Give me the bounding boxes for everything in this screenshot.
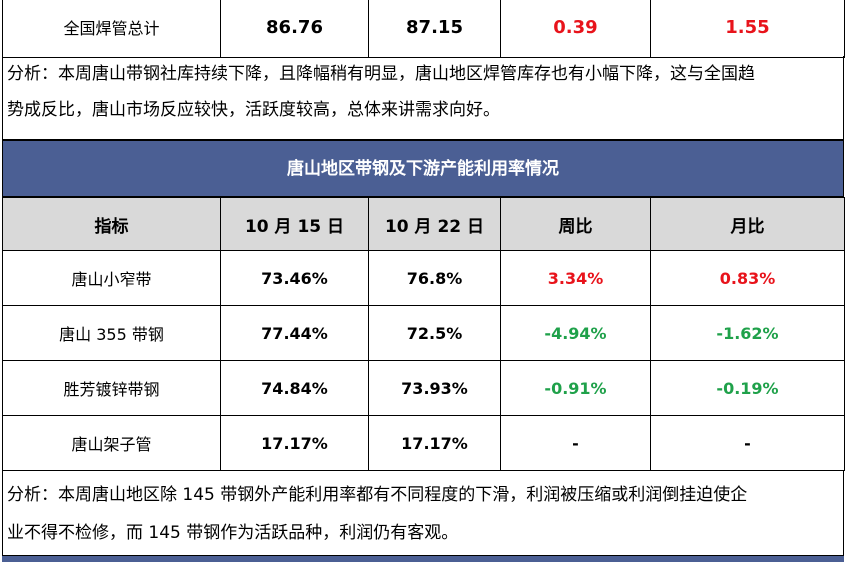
value-cell: 86.76 bbox=[220, 0, 369, 58]
weekly-change: 3.34% bbox=[500, 250, 651, 306]
value-cell: 74.84% bbox=[220, 360, 369, 416]
weekly-change: 0.39 bbox=[500, 0, 651, 58]
value-cell: 77.44% bbox=[220, 305, 369, 361]
weekly-change: - bbox=[500, 415, 651, 471]
analysis-line: 业不得不检修，而 145 带钢作为活跃品种，利润仍有客观。 bbox=[7, 523, 459, 543]
section-title: 唐山地区带钢及下游产能利用率情况 bbox=[2, 140, 844, 197]
column-header: 10 月 22 日 bbox=[368, 197, 501, 251]
value-cell: 76.8% bbox=[368, 250, 501, 306]
utilization-table: 指标 10 月 15 日 10 月 22 日 周比 月比 唐山小窄带 73.46… bbox=[2, 197, 845, 471]
column-header: 指标 bbox=[2, 197, 221, 251]
table-row: 胜芳镀锌带钢 74.84% 73.93% -0.91% -0.19% bbox=[2, 360, 845, 416]
table-row: 唐山小窄带 73.46% 76.8% 3.34% 0.83% bbox=[2, 250, 845, 306]
column-header: 周比 bbox=[500, 197, 651, 251]
monthly-change: -1.62% bbox=[650, 305, 845, 361]
analysis-line: 势成反比，唐山市场反应较快，活跃度较高，总体来讲需求向好。 bbox=[7, 100, 500, 120]
table-row: 唐山 355 带钢 77.44% 72.5% -4.94% -1.62% bbox=[2, 305, 845, 361]
value-cell: 17.17% bbox=[368, 415, 501, 471]
value-cell: 72.5% bbox=[368, 305, 501, 361]
analysis-line: 分析：本周唐山地区除 145 带钢外产能利用率都有不同程度的下滑，利润被压缩或利… bbox=[7, 485, 748, 505]
table-row: 全国焊管总计 86.76 87.15 0.39 1.55 bbox=[2, 0, 845, 58]
monthly-change: -0.19% bbox=[650, 360, 845, 416]
monthly-change: - bbox=[650, 415, 845, 471]
value-cell: 73.93% bbox=[368, 360, 501, 416]
row-label: 胜芳镀锌带钢 bbox=[2, 360, 221, 416]
analysis-paragraph: 分析：本周唐山带钢社库持续下降，且降幅稍有明显，唐山地区焊管库存也有小幅下降，这… bbox=[2, 56, 844, 140]
value-cell: 17.17% bbox=[220, 415, 369, 471]
analysis-line: 分析：本周唐山带钢社库持续下降，且降幅稍有明显，唐山地区焊管库存也有小幅下降，这… bbox=[7, 64, 755, 84]
weekly-change: -4.94% bbox=[500, 305, 651, 361]
analysis-paragraph: 分析：本周唐山地区除 145 带钢外产能利用率都有不同程度的下滑，利润被压缩或利… bbox=[2, 470, 844, 556]
monthly-change: 0.83% bbox=[650, 250, 845, 306]
weekly-change: -0.91% bbox=[500, 360, 651, 416]
monthly-change: 1.55 bbox=[650, 0, 845, 58]
value-cell: 73.46% bbox=[220, 250, 369, 306]
column-header: 10 月 15 日 bbox=[220, 197, 369, 251]
row-label: 唐山架子管 bbox=[2, 415, 221, 471]
row-label: 全国焊管总计 bbox=[2, 0, 221, 58]
value-cell: 87.15 bbox=[368, 0, 501, 58]
table-header-row: 指标 10 月 15 日 10 月 22 日 周比 月比 bbox=[2, 197, 845, 251]
bottom-border bbox=[2, 556, 844, 562]
row-label: 唐山小窄带 bbox=[2, 250, 221, 306]
row-label: 唐山 355 带钢 bbox=[2, 305, 221, 361]
summary-table: 全国焊管总计 86.76 87.15 0.39 1.55 bbox=[2, 0, 845, 58]
column-header: 月比 bbox=[650, 197, 845, 251]
table-row: 唐山架子管 17.17% 17.17% - - bbox=[2, 415, 845, 471]
